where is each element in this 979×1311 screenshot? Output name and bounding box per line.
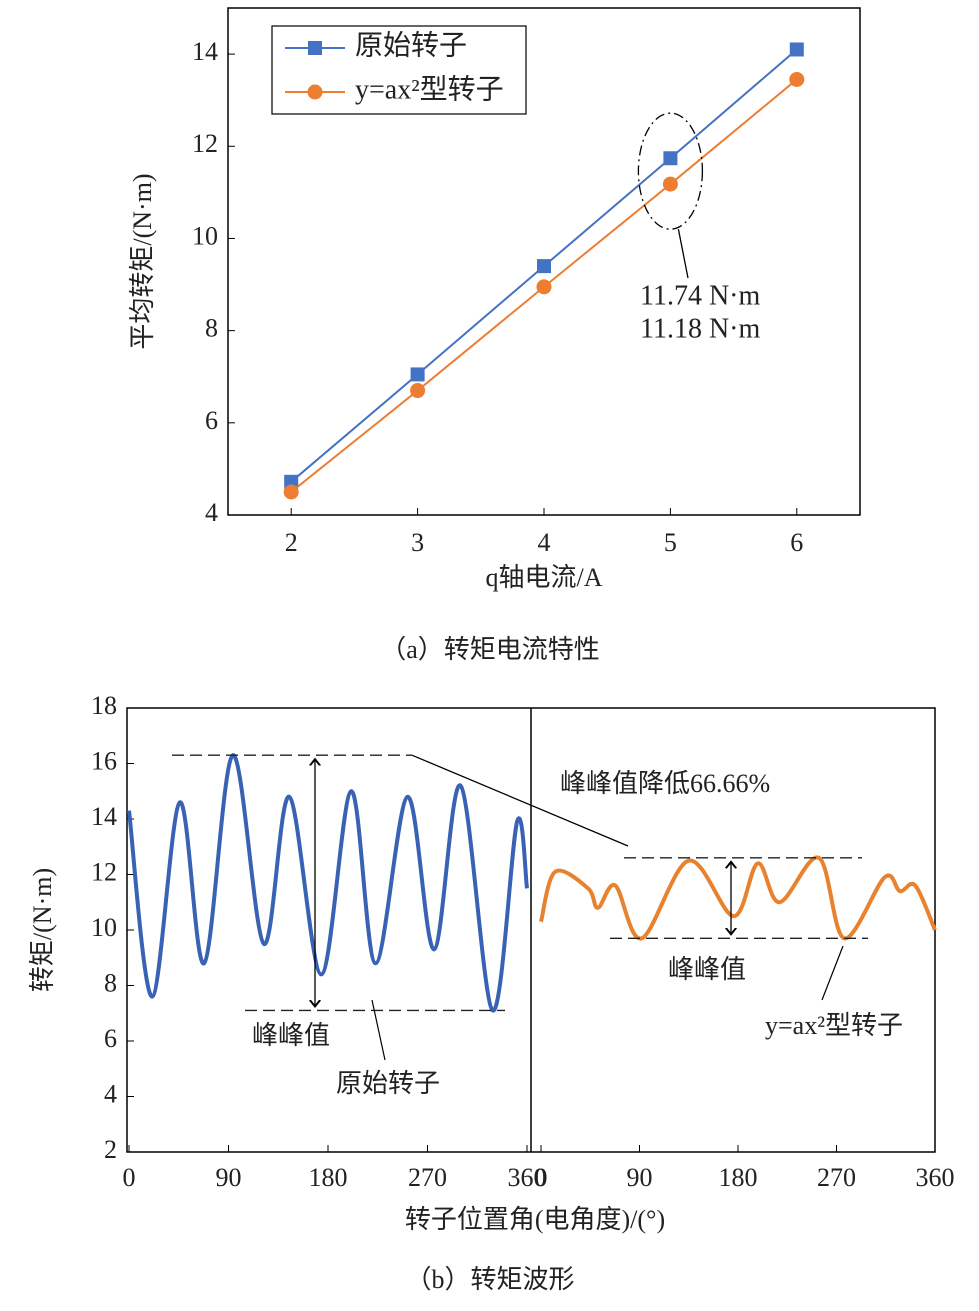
x-axis-label: 转子位置角(电角度)/(°) <box>405 1205 665 1234</box>
legend-box <box>271 25 527 115</box>
legend-marker <box>307 84 323 100</box>
y-tick-label: 14 <box>91 802 117 831</box>
y-tick-label: 4 <box>104 1079 117 1108</box>
marker <box>789 42 804 57</box>
legend-label: 原始转子 <box>355 29 467 61</box>
y-tick-label: 10 <box>91 913 117 942</box>
label-leader <box>821 945 844 1001</box>
marker <box>536 279 552 295</box>
marker <box>537 259 551 274</box>
marker <box>410 383 426 399</box>
marker <box>663 151 678 166</box>
x-tick-label: 2 <box>285 528 298 557</box>
x-tick-label: 90 <box>627 1163 653 1192</box>
caption: （b）转矩波形 <box>405 1265 574 1294</box>
x-tick-label: 5 <box>664 528 677 557</box>
series-label: y=ax²型转子 <box>765 1011 903 1040</box>
annotation: 峰峰值 <box>252 1021 330 1050</box>
label-leader <box>371 999 386 1061</box>
marker <box>284 474 299 489</box>
x-tick-label: 180 <box>309 1163 348 1192</box>
marker <box>283 484 299 500</box>
x-tick-label: 3 <box>411 528 424 557</box>
x-tick-label: 90 <box>216 1163 242 1192</box>
x-tick-label: 360 <box>916 1163 955 1192</box>
y-tick-label: 4 <box>205 498 218 527</box>
y-tick-label: 8 <box>205 314 218 343</box>
marker <box>410 367 425 382</box>
highlight-ellipse <box>637 112 704 230</box>
x-tick-label: 0 <box>535 1163 548 1192</box>
y-tick-label: 18 <box>91 691 117 720</box>
annotation: 峰峰值 <box>668 955 746 984</box>
x-tick-label: 0 <box>123 1163 136 1192</box>
y-tick-label: 2 <box>104 1135 117 1164</box>
torque-wave <box>539 855 937 941</box>
legend-label: y=ax²型转子 <box>355 73 504 105</box>
torque-wave <box>127 753 529 1013</box>
x-axis-label: q轴电流/A <box>485 563 602 592</box>
x-tick-label: 180 <box>719 1163 758 1192</box>
marker <box>662 176 678 192</box>
y-tick-label: 6 <box>104 1024 117 1053</box>
annotation-leader <box>677 229 689 279</box>
y-tick-label: 8 <box>104 968 117 997</box>
x-tick-label: 360 <box>508 1163 547 1192</box>
y-tick-label: 10 <box>192 221 218 250</box>
caption: （a）转矩电流特性 <box>380 635 600 664</box>
annotation: 11.74 N·m <box>640 280 761 311</box>
x-tick-label: 270 <box>817 1163 856 1192</box>
annotation: 11.18 N·m <box>640 313 761 344</box>
y-tick-label: 16 <box>91 746 117 775</box>
annotation-leader <box>411 754 629 847</box>
x-tick-label: 4 <box>538 528 551 557</box>
x-tick-label: 270 <box>408 1163 447 1192</box>
annotation: 峰峰值降低66.66% <box>560 769 770 798</box>
marker <box>789 71 805 87</box>
series-label: 原始转子 <box>336 1069 440 1098</box>
y-tick-label: 12 <box>91 857 117 886</box>
x-tick-label: 6 <box>790 528 803 557</box>
y-tick-label: 14 <box>192 37 218 66</box>
y-axis-label: 转矩/(N·m) <box>28 868 57 992</box>
legend-marker <box>308 41 322 55</box>
y-tick-label: 12 <box>192 129 218 158</box>
y-axis-label: 平均转矩/(N·m) <box>128 173 157 349</box>
y-tick-label: 6 <box>205 406 218 435</box>
